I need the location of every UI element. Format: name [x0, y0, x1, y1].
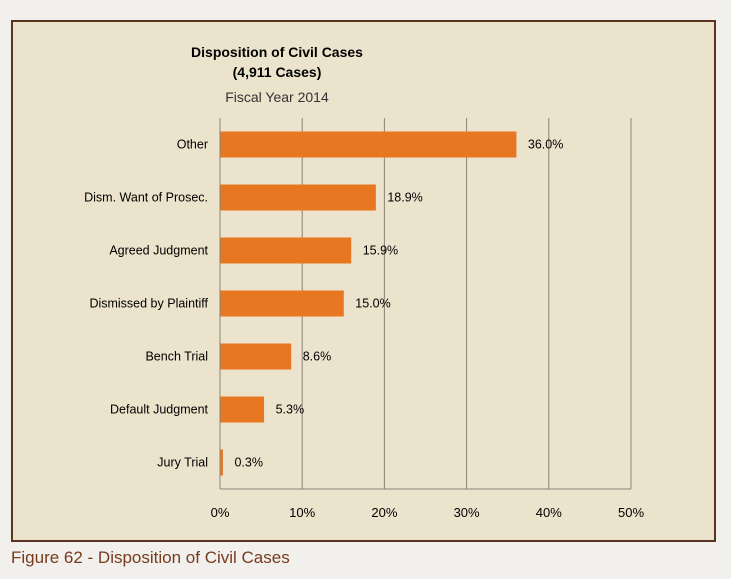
data-label: 18.9% — [387, 191, 422, 205]
category-label: Jury Trial — [157, 456, 208, 470]
bar — [220, 237, 352, 264]
bar — [220, 131, 517, 158]
data-label: 15.0% — [355, 297, 390, 311]
chart-subtitle: Fiscal Year 2014 — [225, 89, 329, 105]
data-label: 15.9% — [363, 244, 398, 258]
category-label: Dism. Want of Prosec. — [84, 191, 208, 205]
bar — [220, 343, 292, 370]
x-tick-label: 0% — [211, 505, 230, 520]
chart-frame: Disposition of Civil Cases (4,911 Cases)… — [11, 20, 716, 542]
data-label: 0.3% — [234, 456, 263, 470]
category-label: Other — [177, 138, 208, 152]
bar-chart: Disposition of Civil Cases (4,911 Cases)… — [84, 44, 644, 520]
figure-caption: Figure 62 - Disposition of Civil Cases — [11, 548, 290, 567]
chart-title: Disposition of Civil Cases — [191, 44, 363, 60]
x-tick-label: 20% — [371, 505, 397, 520]
data-label: 8.6% — [303, 350, 332, 364]
bar — [220, 396, 265, 423]
category-label: Dismissed by Plaintiff — [89, 297, 208, 311]
x-tick-label: 30% — [454, 505, 480, 520]
data-label: 36.0% — [528, 138, 563, 152]
category-label: Agreed Judgment — [109, 244, 208, 258]
x-tick-label: 10% — [289, 505, 315, 520]
x-tick-label: 40% — [536, 505, 562, 520]
chart-title-line2: (4,911 Cases) — [233, 64, 322, 80]
category-label: Default Judgment — [110, 403, 209, 417]
bar — [220, 449, 223, 476]
bar — [220, 184, 376, 211]
data-label: 5.3% — [276, 403, 305, 417]
x-tick-label: 50% — [618, 505, 644, 520]
bar — [220, 290, 344, 317]
category-label: Bench Trial — [145, 350, 208, 364]
